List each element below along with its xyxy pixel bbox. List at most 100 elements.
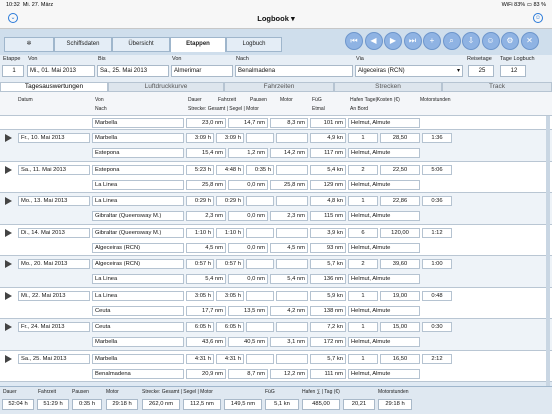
row-date[interactable]: Di., 14. Mai 2013 [18,227,90,238]
row-anbord: Helmut, Almute [348,211,420,221]
label-tage-logbuch: Tage Logbuch [500,56,535,62]
tab-etappen[interactable]: Etappen [170,37,226,52]
col-dauer: Dauer [188,97,202,103]
next-icon[interactable]: ▶ [384,32,402,50]
tab-schiffsdaten[interactable]: Schiffsdaten [54,37,112,52]
table-row[interactable]: Fr., 10. Mai 2013 Marbella 3:09 h 3:09 h 4,9… [0,130,552,162]
row-motor [276,164,308,175]
play-icon[interactable] [5,323,12,331]
nach-field[interactable]: Benalmadena [235,65,353,77]
table-row[interactable]: Fr., 24. Mai 2013 Ceuta 6:05 h 6:05 h 7,2 kn… [0,319,552,351]
tage-logbuch-field[interactable]: 12 [500,65,526,77]
row-date[interactable]: Sa., 11. Mai 2013 [18,164,90,175]
row-date[interactable]: Fr., 10. Mai 2013 [18,133,90,143]
etappe-field[interactable]: 1 [2,65,24,77]
col-motor: Motor [280,97,293,103]
row-nach: La Linea [92,179,184,190]
row-gesamt: 25,8 nm [186,179,226,190]
play-icon[interactable] [5,165,12,174]
label-reisetage: Reisetage [467,56,492,62]
row-fahrzeit: 6:05 h [216,322,244,332]
table-row-first: Marbella 23,0 nm 14,7 nm 8,3 nm 101 nm H… [0,116,552,130]
row-dauer: 3:09 h [186,133,214,143]
play-icon[interactable] [5,354,12,363]
row-segel: 0,0 nm [228,274,268,284]
row-anbord: Helmut, Almute [348,337,420,347]
subtab-strecken[interactable]: Strecken [334,82,442,92]
row-fahrzeit: 0:57 h [216,259,244,269]
subtab-fahrzeiten[interactable]: Fahrzeiten [224,82,334,92]
row-motorstunden: 0:48 [422,290,452,301]
von-ort-field[interactable]: Almerimar [171,65,233,77]
table-row[interactable]: Sa., 11. Mai 2013 Estepona 5:23 h 4:48 h 0:3… [0,161,552,193]
play-icon[interactable] [5,197,12,205]
status-battery: WiFi 83% ▭ 83 % [501,1,546,8]
tab-logbuch[interactable]: Logbuch [226,37,282,52]
status-bar: 10:32 Mi. 27. März WiFi 83% ▭ 83 % [0,0,552,9]
gear-icon[interactable]: ⚙ [501,32,519,50]
row-date[interactable]: Fr., 24. Mai 2013 [18,322,90,332]
footer-hafen-sum: 485,00 [302,399,340,410]
von-date-field[interactable]: Mi., 01. Mai 2013 [27,65,95,77]
user-icon[interactable]: ☺ [481,32,500,50]
row-fueg: 5,7 kn [310,353,346,364]
row-anbord: Helmut, Almute [348,179,420,190]
tab-uebersicht[interactable]: Übersicht [112,37,170,52]
row-gesamt: 20,9 nm [186,368,226,379]
table-row[interactable]: Mo., 13. Mai 2013 La Linea 0:29 h 0:29 h 4,8… [0,193,552,225]
play-icon[interactable] [5,134,12,142]
row-date[interactable]: Mi., 22. Mai 2013 [18,290,90,301]
table-row[interactable]: Mi., 22. Mai 2013 La Linea 3:05 h 3:05 h 5,9… [0,287,552,319]
play-icon[interactable] [5,228,12,237]
download-icon[interactable]: ⇩ [462,32,480,50]
row-tage: 1 [348,322,378,332]
row-nach: La Linea [92,274,184,284]
row-motorstunden: 0:30 [422,322,452,332]
collapse-icon[interactable]: ⌄ [8,13,18,23]
hide-icon[interactable]: ✕ [520,32,539,50]
play-icon[interactable] [5,260,12,268]
table-row[interactable]: Di., 14. Mai 2013 Gibraltar (Queensway M.… [0,224,552,256]
previous-icon[interactable]: ◀ [364,32,383,50]
main-tab-bar: ✲ Schiffsdaten Übersicht Etappen Logbuch… [0,29,552,55]
table-row[interactable]: Sa., 25. Mai 2013 Marbella 4:31 h 4:31 h 5,7… [0,350,552,382]
row-etmal: 138 nm [310,305,346,316]
ship-wheel-icon: ✲ [26,41,32,47]
reisetage-field[interactable]: 25 [468,65,494,77]
row-date[interactable]: Sa., 25. Mai 2013 [18,353,90,364]
row-gesamt: 15,4 nm [186,148,226,158]
search-icon[interactable]: ⌕ [442,32,461,50]
via-select[interactable]: Algeceiras (RCN) ▾ [355,65,463,77]
row-pausen [246,227,274,238]
row-motorstunden: 1:36 [422,133,452,143]
row-nach: Ceuta [92,305,184,316]
row-segel: 0,0 nm [228,211,268,221]
row-motorstunden: 5:06 [422,164,452,175]
profile-icon[interactable]: ☺ [533,13,543,23]
skip-start-icon[interactable]: ⏮ [345,32,363,50]
row-dauer: 1:10 h [186,227,214,238]
skip-end-icon[interactable]: ⏭ [403,32,422,50]
scrollbar[interactable] [546,116,550,386]
tab-wheel[interactable]: ✲ [4,37,54,52]
subtab-track[interactable]: Track [442,82,552,92]
play-icon[interactable] [5,291,12,300]
row-anbord: Helmut, Almute [348,274,420,284]
row-fahrzeit: 4:31 h [216,353,244,364]
row-kosten: 22,86 [380,196,420,206]
row-nach: Marbella [92,337,184,347]
nav-title[interactable]: Logbook ▾ [257,14,295,23]
bis-date-field[interactable]: Sa., 25. Mai 2013 [97,65,169,77]
subtab-tagesauswertungen[interactable]: Tagesauswertungen [0,82,108,92]
subtab-luftdruckkurve[interactable]: Luftdruckkurve [108,82,224,92]
row-date[interactable]: Mo., 20. Mai 2013 [18,259,90,269]
row-von: Marbella [92,353,184,364]
add-icon[interactable]: + [423,32,441,50]
row-fahrzeit: 3:09 h [216,133,244,143]
row-von: Estepona [92,164,184,175]
row-motorstunden: 1:12 [422,227,452,238]
sub-tab-bar: Tagesauswertungen Luftdruckkurve Fahrzei… [0,82,552,92]
row-date[interactable]: Mo., 13. Mai 2013 [18,196,90,206]
row-motor-nm: 12,2 nm [270,368,308,379]
